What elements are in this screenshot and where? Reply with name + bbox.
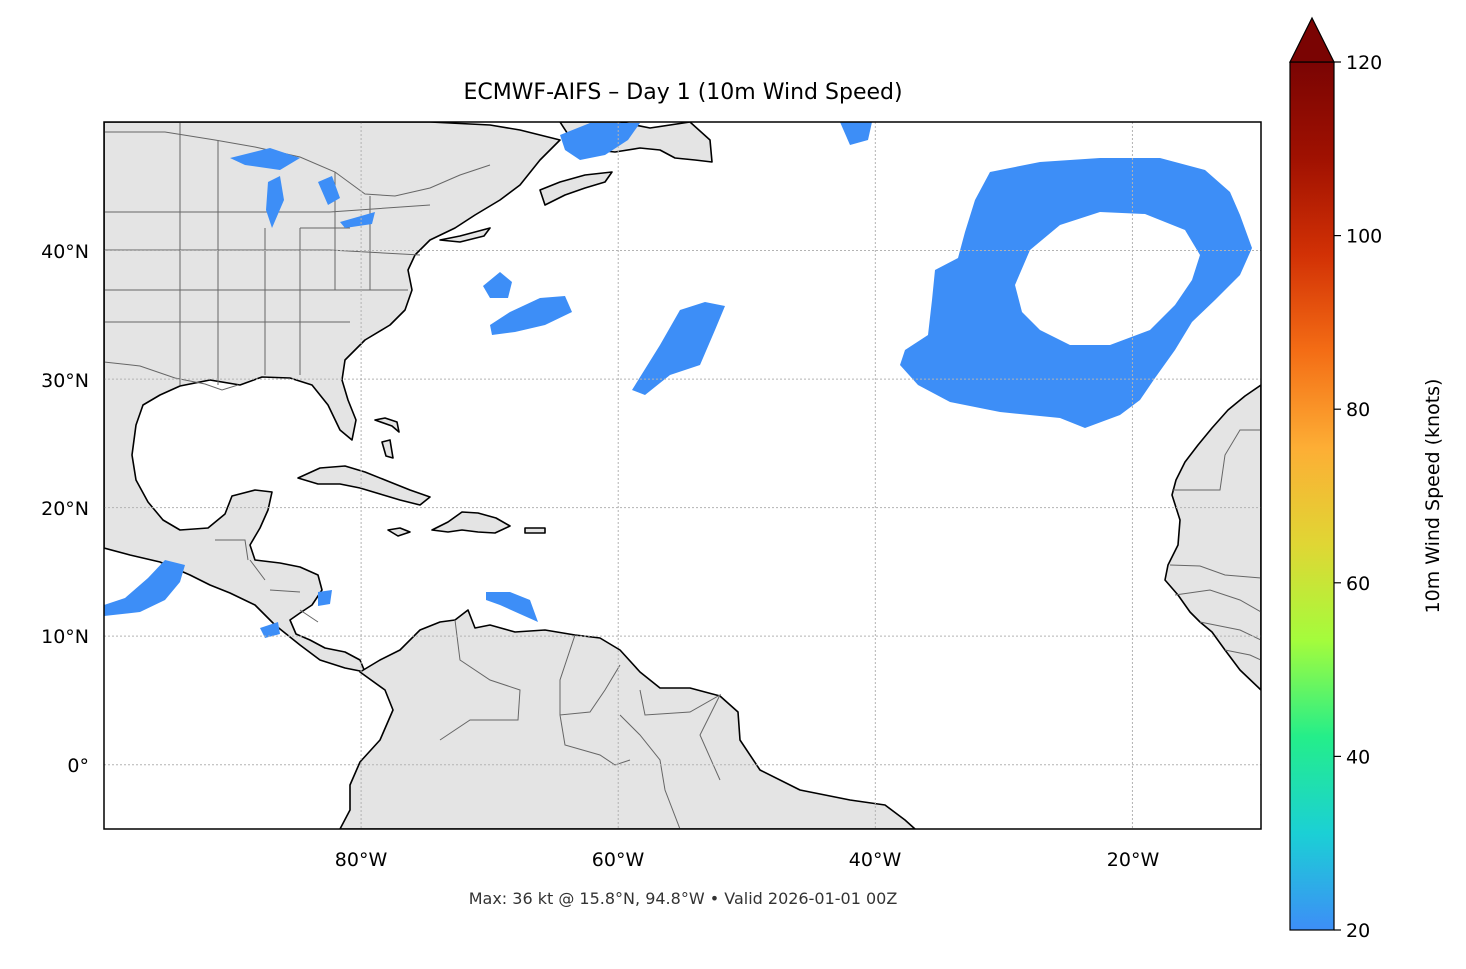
- south-america-land: [339, 609, 916, 829]
- lat-tick-labels: 40°N 30°N 20°N 10°N 0°: [41, 241, 89, 777]
- puerto-rico-land: [524, 527, 546, 534]
- colorbar-tick-label: 120: [1346, 52, 1382, 74]
- wind-blob-west-atlantic: [490, 296, 572, 335]
- colorbar-ticks: 20 40 60 80 100 120: [1334, 52, 1382, 942]
- wind-blob-caribbean: [486, 592, 538, 622]
- colorbar-tick-label: 100: [1346, 226, 1382, 248]
- nova-scotia-land: [539, 171, 613, 206]
- lat-tick-label: 10°N: [41, 626, 89, 648]
- us-state-lines-1: [104, 122, 350, 385]
- jamaica-land: [387, 527, 411, 537]
- central-america-borders: [215, 539, 319, 623]
- colorbar-label: 10m Wind Speed (knots): [1422, 379, 1444, 614]
- colorbar-tick-label: 40: [1346, 746, 1370, 768]
- map-title: ECMWF-AIFS – Day 1 (10m Wind Speed): [463, 80, 902, 105]
- gridlines: [104, 122, 1261, 829]
- lon-tick-label: 60°W: [592, 849, 645, 871]
- south-america-borders: [439, 619, 722, 829]
- us-mexico-border: [104, 361, 239, 391]
- wind-blob-gulf-of-tehuantepec: [104, 560, 185, 616]
- wind-blob-newfoundland: [560, 123, 640, 160]
- colorbar-gradient: [1289, 61, 1335, 931]
- lon-tick-label: 80°W: [335, 849, 388, 871]
- cuba-land: [297, 465, 431, 506]
- wind-blob-great-lakes: [230, 148, 375, 228]
- colorbar-tick-label: 20: [1346, 920, 1370, 942]
- colorbar-extend-arrow: [1289, 16, 1335, 63]
- lon-tick-label: 20°W: [1107, 849, 1160, 871]
- max-wind-footer: Max: 36 kt @ 15.8°N, 94.8°W • Valid 2026…: [469, 889, 898, 908]
- map-area: [104, 122, 1261, 829]
- map-frame: [103, 121, 1262, 830]
- africa-land: [1164, 384, 1261, 691]
- border-layer: [104, 122, 1261, 829]
- lat-tick-label: 40°N: [41, 241, 89, 263]
- colorbar: 20 40 60 80 100 120 10m Wind Speed (knots): [1289, 16, 1444, 942]
- lon-tick-label: 40°W: [849, 849, 902, 871]
- long-island-land: [439, 227, 491, 243]
- bahamas-south-land: [381, 439, 394, 459]
- wind-ring-east-atlantic: [900, 158, 1252, 428]
- wind-blob-central-atlantic: [632, 302, 725, 395]
- bahamas-land: [374, 417, 400, 433]
- us-state-lines-2: [300, 172, 431, 291]
- lon-tick-labels: 80°W 60°W 40°W 20°W: [335, 849, 1160, 871]
- hispaniola-land: [431, 511, 511, 534]
- wind-speed-layer: [104, 122, 1252, 638]
- wind-blob-north-mid-atlantic: [840, 122, 872, 145]
- colorbar-tick-label: 80: [1346, 399, 1370, 421]
- lat-tick-label: 30°N: [41, 370, 89, 392]
- wind-blob-honduras-coast: [260, 590, 332, 638]
- lat-tick-label: 0°: [67, 755, 89, 777]
- colorbar-tick-label: 60: [1346, 573, 1370, 595]
- wind-blob-bermuda: [483, 272, 512, 298]
- lat-tick-label: 20°N: [41, 498, 89, 520]
- africa-borders: [1169, 429, 1261, 661]
